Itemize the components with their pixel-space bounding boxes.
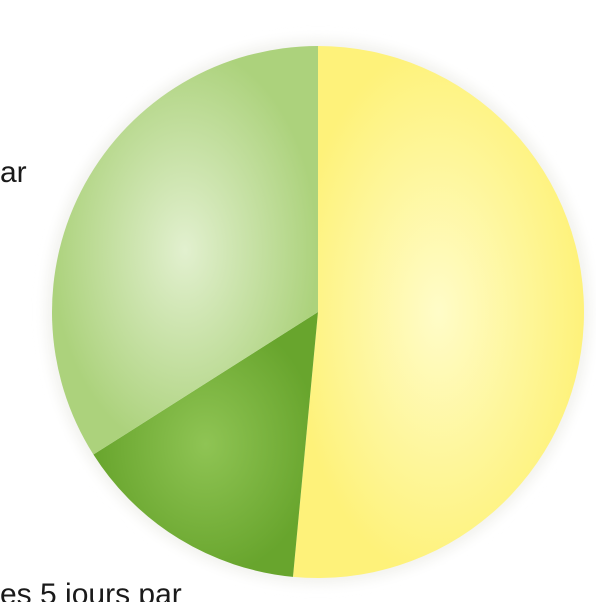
pie-slices — [52, 45, 585, 578]
partial-label-top: ar — [0, 156, 27, 189]
pie-slice-2 — [52, 46, 318, 455]
pie-slice-1 — [93, 312, 318, 577]
partial-label-bottom: es 5 jours par — [0, 578, 182, 602]
pie-slice-0 — [292, 45, 585, 578]
